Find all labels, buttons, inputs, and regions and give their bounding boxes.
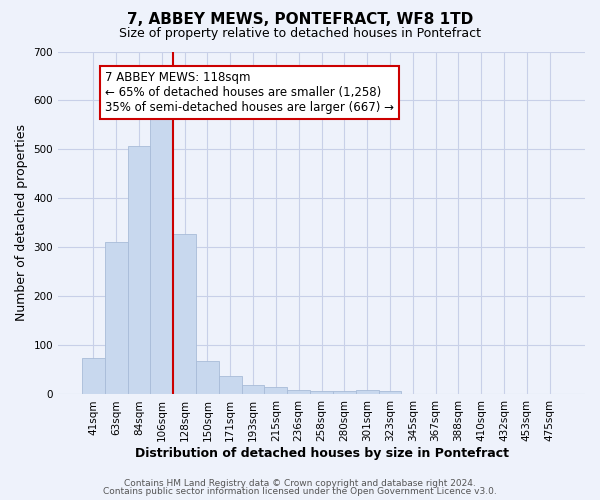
Y-axis label: Number of detached properties: Number of detached properties xyxy=(15,124,28,322)
Bar xyxy=(265,387,287,394)
Text: 7, ABBEY MEWS, PONTEFRACT, WF8 1TD: 7, ABBEY MEWS, PONTEFRACT, WF8 1TD xyxy=(127,12,473,28)
Text: Size of property relative to detached houses in Pontefract: Size of property relative to detached ho… xyxy=(119,28,481,40)
X-axis label: Distribution of detached houses by size in Pontefract: Distribution of detached houses by size … xyxy=(134,447,509,460)
Bar xyxy=(82,358,105,395)
Bar xyxy=(173,234,196,394)
Bar xyxy=(333,390,356,394)
Text: Contains public sector information licensed under the Open Government Licence v3: Contains public sector information licen… xyxy=(103,487,497,496)
Bar xyxy=(128,146,151,394)
Text: 7 ABBEY MEWS: 118sqm
← 65% of detached houses are smaller (1,258)
35% of semi-de: 7 ABBEY MEWS: 118sqm ← 65% of detached h… xyxy=(105,71,394,114)
Bar xyxy=(287,390,310,394)
Bar xyxy=(242,384,265,394)
Bar xyxy=(105,242,128,394)
Bar xyxy=(356,390,379,394)
Text: Contains HM Land Registry data © Crown copyright and database right 2024.: Contains HM Land Registry data © Crown c… xyxy=(124,478,476,488)
Bar xyxy=(310,390,333,394)
Bar xyxy=(196,361,219,394)
Bar xyxy=(379,390,401,394)
Bar xyxy=(219,376,242,394)
Bar xyxy=(151,112,173,394)
